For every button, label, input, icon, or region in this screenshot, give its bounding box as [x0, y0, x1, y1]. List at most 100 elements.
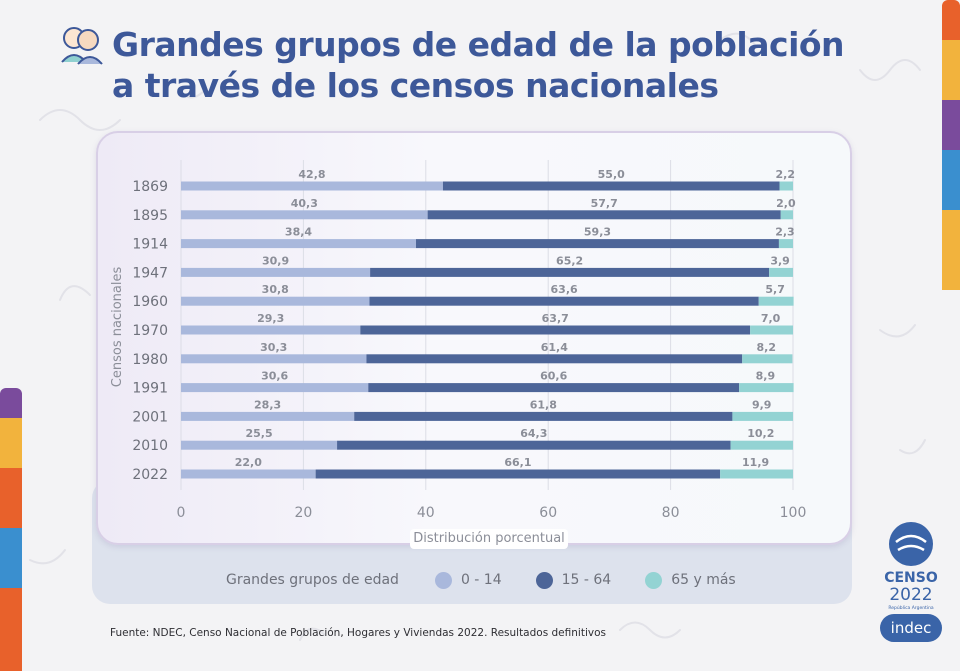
data-label: 63,6 — [551, 283, 578, 296]
bar-segment-0-14 — [181, 325, 361, 335]
bar-segment-0-14 — [181, 181, 443, 191]
data-label: 63,7 — [542, 312, 569, 325]
bar-segment-15-64 — [360, 325, 751, 335]
labels-layer: 42,8 55,0 2,2 40,3 57,7 2,0 38,4 59,3 2,3 30,9 65,… — [235, 168, 796, 469]
bar-segment-15-64 — [416, 239, 779, 249]
bar-segment-65-mas — [779, 181, 793, 191]
data-label: 2,0 — [776, 197, 796, 210]
people-icon — [61, 27, 103, 65]
page-title: Grandes grupos de edad de la población a… — [112, 24, 892, 106]
bar-segment-0-14 — [181, 469, 316, 479]
data-label: 30,9 — [262, 254, 289, 267]
bar-segment-15-64 — [315, 469, 721, 479]
bar-segment-65-mas — [739, 383, 794, 393]
x-tick-label: 0 — [177, 505, 186, 521]
bar-segment-65-mas — [742, 354, 793, 364]
censo-logo-subtitle: República Argentina — [888, 604, 934, 611]
data-label: 61,4 — [541, 341, 568, 354]
x-tick-label: 40 — [417, 505, 435, 521]
data-label: 38,4 — [285, 226, 312, 239]
legend-item-0-14: 0 - 14 — [434, 571, 502, 589]
grid-layer — [180, 160, 794, 490]
y-tick-label: 2022 — [132, 467, 168, 483]
data-label: 8,9 — [756, 370, 776, 383]
title-line-2: a través de los censos nacionales — [112, 66, 719, 105]
legend-swatch-0-14 — [434, 571, 452, 589]
y-tick-label: 1895 — [132, 208, 168, 224]
bar-segment-65-mas — [778, 239, 793, 249]
bar-segment-65-mas — [730, 440, 793, 450]
bar-segment-0-14 — [181, 354, 367, 364]
legend: Grandes grupos de edad 0 - 14 15 - 64 65… — [226, 569, 770, 591]
bar-segment-0-14 — [181, 210, 428, 220]
y-tick-label: 1970 — [132, 323, 168, 339]
data-label: 65,2 — [556, 254, 583, 267]
bar-segment-0-14 — [181, 411, 355, 421]
legend-label-15-64: 15 - 64 — [561, 572, 612, 588]
data-label: 11,9 — [742, 456, 769, 469]
bar-segment-65-mas — [732, 411, 793, 421]
bar-segment-15-64 — [337, 440, 731, 450]
data-label: 7,0 — [761, 312, 781, 325]
data-label: 9,9 — [752, 398, 772, 411]
source-note: Fuente: NDEC, Censo Nacional de Població… — [110, 627, 606, 639]
data-label: 10,2 — [747, 427, 774, 440]
y-tick-label: 1991 — [132, 381, 168, 397]
data-label: 8,2 — [757, 341, 777, 354]
bars-layer — [181, 181, 794, 479]
x-tick-label: 60 — [539, 505, 557, 521]
y-tick-label: 1947 — [132, 265, 168, 281]
bar-segment-65-mas — [780, 210, 793, 220]
data-label: 55,0 — [598, 168, 625, 181]
data-label: 40,3 — [291, 197, 318, 210]
legend-title: Grandes grupos de edad — [226, 572, 399, 588]
y-tick-label: 1914 — [132, 237, 168, 253]
bar-segment-15-64 — [354, 411, 733, 421]
data-label: 25,5 — [245, 427, 272, 440]
bar-segment-15-64 — [370, 267, 770, 277]
bar-segment-65-mas — [720, 469, 793, 479]
bar-segment-0-14 — [181, 296, 370, 306]
bar-segment-65-mas — [769, 267, 793, 277]
data-label: 42,8 — [298, 168, 325, 181]
data-label: 30,8 — [262, 283, 289, 296]
data-label: 22,0 — [235, 456, 262, 469]
x-tick-label: 20 — [294, 505, 312, 521]
y-tick-label: 1869 — [132, 179, 168, 195]
bar-segment-15-64 — [369, 296, 759, 306]
y-tick-label: 1980 — [132, 352, 168, 368]
indec-logo: indec — [880, 614, 942, 642]
censo-logo-year: 2022 — [889, 585, 932, 605]
legend-swatch-65-mas — [645, 571, 663, 589]
data-label: 5,7 — [765, 283, 785, 296]
x-tick-label: 80 — [662, 505, 680, 521]
decorative-strip-right — [942, 0, 960, 290]
bar-segment-65-mas — [758, 296, 794, 306]
data-label: 64,3 — [520, 427, 547, 440]
y-tick-label: 2010 — [132, 438, 168, 454]
y-axis-label: Censos nacionales — [110, 267, 125, 388]
x-tick-label: 100 — [780, 505, 807, 521]
decorative-strip-left — [0, 388, 22, 671]
bar-segment-15-64 — [366, 354, 743, 364]
legend-swatch-15-64 — [535, 571, 553, 589]
y-tick-label: 1960 — [132, 294, 168, 310]
data-label: 29,3 — [257, 312, 284, 325]
bar-segment-65-mas — [750, 325, 793, 335]
bar-segment-0-14 — [181, 267, 371, 277]
data-label: 57,7 — [591, 197, 618, 210]
data-label: 66,1 — [504, 456, 531, 469]
data-label: 59,3 — [584, 226, 611, 239]
censo-2022-logo: CENSO 2022 República Argentina — [884, 522, 938, 611]
bar-segment-0-14 — [181, 239, 417, 249]
data-label: 60,6 — [540, 370, 567, 383]
data-label: 61,8 — [530, 398, 557, 411]
bar-segment-15-64 — [427, 210, 781, 220]
bar-segment-15-64 — [442, 181, 780, 191]
y-tick-label: 2001 — [132, 409, 168, 425]
bar-segment-0-14 — [181, 383, 369, 393]
data-label: 30,6 — [261, 370, 288, 383]
legend-item-65-mas: 65 y más — [645, 571, 736, 589]
